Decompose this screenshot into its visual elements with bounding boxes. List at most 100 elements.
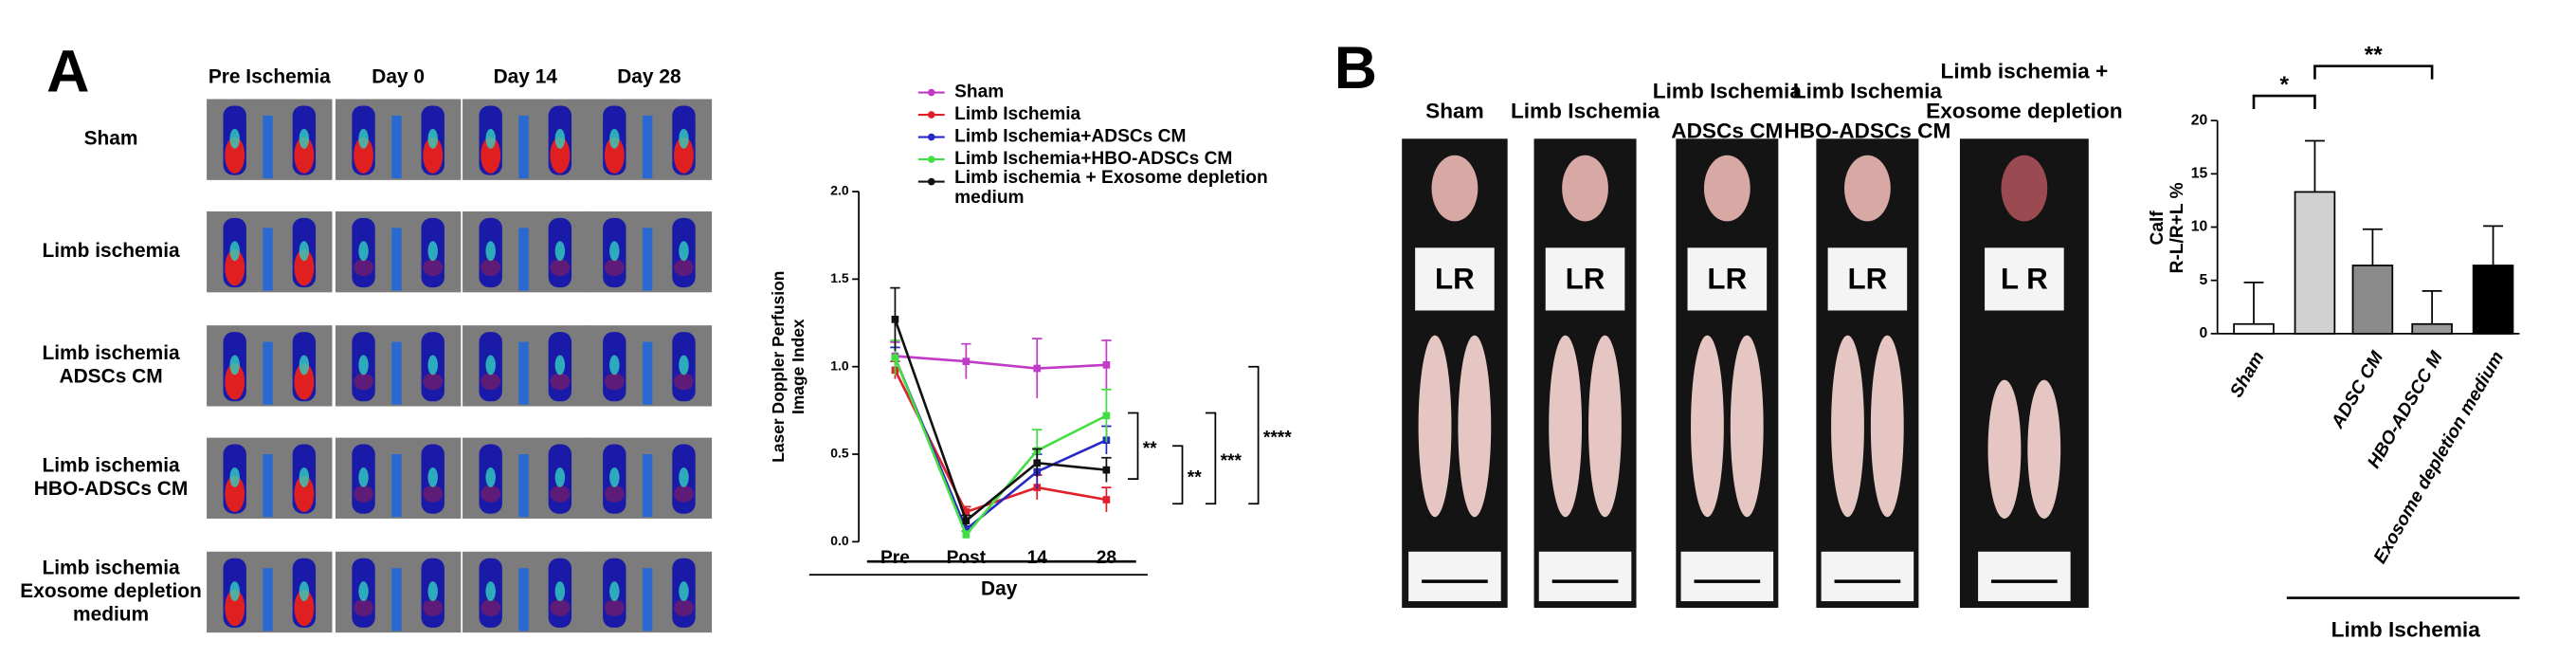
tail-signal bbox=[391, 568, 402, 632]
limb-signal bbox=[609, 128, 620, 149]
limb-signal bbox=[679, 355, 689, 375]
legend-marker bbox=[927, 111, 935, 119]
limb-signal bbox=[604, 599, 625, 616]
limb-signal bbox=[427, 241, 438, 262]
row-label: Limb ischemia bbox=[42, 455, 180, 477]
scale-card bbox=[1408, 551, 1501, 602]
limb-signal bbox=[609, 581, 620, 602]
photo-label: LR bbox=[1707, 262, 1747, 295]
photo-label: L R bbox=[2001, 262, 2048, 295]
series-line bbox=[894, 319, 1107, 523]
error-bar bbox=[2243, 282, 2264, 324]
limb-signal bbox=[550, 259, 571, 277]
limb-signal bbox=[604, 137, 625, 174]
bar bbox=[2411, 322, 2453, 335]
scale-card bbox=[1821, 551, 1914, 602]
label-card bbox=[1985, 247, 2064, 311]
limb-signal bbox=[225, 475, 245, 512]
limb-signal bbox=[609, 355, 620, 375]
limb-signal bbox=[485, 467, 496, 487]
significance-bracket bbox=[1248, 365, 1260, 505]
limb-signal bbox=[674, 137, 694, 174]
tail-signal bbox=[642, 228, 653, 291]
y-tick-label: 0.5 bbox=[830, 446, 849, 461]
limb-signal bbox=[554, 355, 566, 375]
limb-signal bbox=[358, 241, 369, 262]
photo-header: ADSCs CM bbox=[1671, 119, 1783, 142]
tail-signal bbox=[391, 115, 402, 179]
limb-signal bbox=[294, 137, 315, 174]
point-marker bbox=[1033, 459, 1042, 467]
series-line bbox=[894, 357, 1107, 538]
organ bbox=[1844, 155, 1891, 222]
legend-marker bbox=[927, 177, 935, 186]
bar bbox=[2472, 265, 2514, 335]
limb-signal bbox=[299, 355, 310, 375]
limb-signal bbox=[550, 485, 571, 503]
legend-label: Limb ischemia + Exosome depletion medium bbox=[954, 168, 1268, 208]
tail-signal bbox=[518, 341, 529, 405]
y-axis-label: Calf R-L/R+L % bbox=[2148, 182, 2187, 273]
limb-signal bbox=[358, 581, 369, 602]
limb-signal bbox=[354, 599, 374, 616]
legend-label: Limb Ischemia+HBO-ADSCs CM bbox=[954, 149, 1232, 169]
limb-signal bbox=[554, 581, 566, 602]
label-card bbox=[1827, 247, 1908, 311]
significance-bracket bbox=[2313, 64, 2434, 80]
tail-signal bbox=[263, 115, 273, 179]
limb-signal bbox=[481, 599, 501, 616]
x-axis-label: Day bbox=[981, 577, 1018, 599]
column-header: Day 28 bbox=[617, 65, 680, 87]
photo-header: Limb Ischemia bbox=[1793, 80, 1943, 103]
limb-signal bbox=[229, 241, 240, 262]
row-label: Limb ischemia bbox=[42, 342, 180, 364]
limb-signal bbox=[358, 467, 369, 487]
limb-signal bbox=[550, 137, 571, 174]
limb-signal bbox=[679, 241, 689, 262]
limb-signal bbox=[427, 128, 438, 149]
y-tick-label: 0 bbox=[2199, 325, 2207, 341]
limb-signal bbox=[674, 373, 694, 391]
y-tick-label: 20 bbox=[2191, 112, 2208, 128]
point-marker bbox=[962, 508, 971, 516]
limb-signal bbox=[674, 485, 694, 503]
tail-signal bbox=[263, 568, 273, 632]
point-marker bbox=[962, 525, 971, 534]
limb-signal bbox=[225, 249, 245, 286]
limb-signal bbox=[554, 467, 566, 487]
point-marker bbox=[962, 517, 971, 525]
significance-bracket bbox=[2252, 94, 2316, 109]
limb-signal bbox=[427, 581, 438, 602]
limb-signal bbox=[485, 355, 496, 375]
y-axis-label-line: Laser Doppler Perfusion bbox=[769, 271, 788, 463]
row-label: ADSCs CM bbox=[60, 366, 163, 388]
limb-signal bbox=[294, 475, 315, 512]
panel-label: B bbox=[1334, 35, 1377, 101]
limb-signal bbox=[674, 599, 694, 616]
row-label: HBO-ADSCs CM bbox=[34, 478, 188, 500]
column-header: Day 0 bbox=[372, 65, 425, 87]
limb-signal bbox=[423, 485, 444, 503]
limb-signal bbox=[299, 581, 310, 602]
limb-signal bbox=[423, 373, 444, 391]
tail-signal bbox=[263, 454, 273, 518]
calf bbox=[2027, 379, 2061, 519]
legend-label: Limb Ischemia+ADSCs CM bbox=[954, 127, 1186, 147]
legend-marker bbox=[927, 133, 935, 141]
significance-bracket bbox=[1172, 445, 1184, 505]
limb-signal bbox=[354, 373, 374, 391]
limb-signal bbox=[481, 373, 501, 391]
photo-header: Limb Ischemia bbox=[1653, 80, 1803, 103]
limb-signal bbox=[604, 373, 625, 391]
calf bbox=[1588, 335, 1622, 518]
limb-signal bbox=[481, 259, 501, 277]
point-marker bbox=[891, 354, 899, 362]
calf bbox=[1831, 335, 1864, 518]
y-axis-label: Laser Doppler Perfusion Image Index bbox=[769, 271, 807, 463]
limb-signal bbox=[354, 259, 374, 277]
photo-header: HBO-ADSCs CM bbox=[1784, 119, 1950, 142]
significance-bracket bbox=[1205, 412, 1217, 505]
limb-signal bbox=[550, 599, 571, 616]
limb-signal bbox=[294, 249, 315, 286]
bar bbox=[2351, 265, 2394, 335]
